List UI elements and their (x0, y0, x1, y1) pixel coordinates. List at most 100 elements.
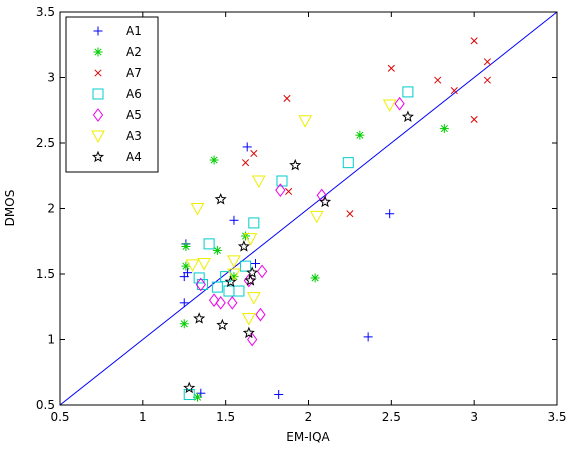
series-a7 (241, 37, 491, 218)
data-point (246, 266, 259, 278)
data-point (179, 298, 189, 308)
data-point (470, 115, 478, 123)
data-point (401, 110, 414, 122)
data-point (209, 155, 219, 165)
data-point (183, 381, 196, 394)
legend-marker-a6 (92, 88, 104, 100)
data-point (283, 94, 291, 103)
data-point (211, 281, 223, 293)
data-point (248, 217, 260, 229)
data-point (285, 187, 293, 196)
data-point (289, 158, 302, 171)
y-tick-label: 2 (47, 202, 55, 216)
x-tick-label: 0.5 (50, 410, 69, 424)
x-tick-label: 1 (139, 410, 147, 424)
x-tick-label: 2 (305, 410, 313, 424)
data-point (251, 175, 266, 189)
data-point (355, 130, 365, 140)
data-point (387, 64, 395, 72)
data-point (255, 307, 266, 322)
x-tick-label: 2.5 (382, 410, 401, 424)
data-point (181, 261, 191, 271)
legend-box (65, 16, 159, 173)
data-point (394, 96, 405, 111)
data-point (233, 285, 245, 297)
legend-label-a5: A5 (126, 108, 142, 122)
data-point (247, 332, 258, 347)
legend: A1 A2 A7 A6 A5 A3 A4 (65, 16, 159, 173)
data-point (242, 326, 255, 339)
y-tick-label: 3.5 (36, 5, 55, 19)
data-point (470, 37, 478, 45)
data-point (346, 210, 354, 218)
data-point (179, 319, 189, 329)
data-point (483, 76, 491, 84)
data-point (363, 332, 373, 342)
data-point (385, 209, 395, 219)
data-point (250, 259, 260, 269)
series-a2 (179, 124, 449, 402)
data-point (243, 233, 258, 246)
data-point (402, 86, 414, 98)
data-point (195, 277, 206, 292)
data-point (183, 268, 193, 278)
data-point (274, 390, 284, 400)
y-tick-label: 3 (47, 71, 55, 85)
legend-marker-a7 (94, 69, 102, 77)
data-point (250, 149, 258, 158)
y-axis-label: DMOS (3, 190, 17, 227)
data-point (227, 268, 241, 282)
x-tick-label: 3 (470, 410, 478, 424)
legend-marker-a3 (91, 130, 105, 144)
data-point (242, 142, 252, 152)
data-point (193, 272, 205, 284)
data-point (181, 241, 191, 251)
legend-marker-a5 (92, 108, 104, 122)
data-point (246, 292, 261, 305)
series-a4 (183, 110, 414, 394)
data-point (342, 157, 354, 169)
data-point (310, 273, 320, 283)
data-point (193, 312, 206, 324)
data-point (275, 183, 286, 197)
legend-label-a3: A3 (126, 129, 142, 143)
data-point (439, 124, 449, 134)
data-point (240, 260, 252, 272)
data-point (309, 210, 324, 224)
series-a3 (185, 99, 397, 326)
x-tick-label: 3.5 (547, 410, 566, 424)
data-point (227, 295, 238, 310)
legend-marker-a1 (93, 26, 103, 36)
x-axis-label: EM-IQA (286, 430, 330, 444)
data-point (244, 274, 257, 286)
data-point (214, 192, 227, 205)
data-point (196, 278, 208, 290)
data-point (183, 389, 195, 401)
data-point (197, 258, 211, 271)
data-point (215, 295, 226, 310)
data-point (298, 115, 313, 128)
data-point (227, 255, 241, 268)
data-point (382, 99, 397, 113)
data-point (190, 203, 205, 216)
data-point (450, 87, 458, 95)
data-point (242, 313, 256, 326)
series-a5 (195, 96, 405, 347)
data-point (241, 159, 250, 167)
y-tick-label: 2.5 (36, 136, 55, 150)
data-point (224, 275, 237, 287)
legend-label-a6: A6 (126, 87, 142, 101)
data-point (203, 238, 215, 250)
reference-line (60, 12, 557, 405)
data-point (434, 76, 442, 84)
data-point (237, 240, 250, 252)
data-point (216, 318, 229, 331)
legend-marker-a2 (93, 47, 103, 57)
y-tick-label: 1.5 (36, 267, 55, 281)
data-point (208, 293, 220, 308)
data-point (483, 58, 491, 66)
legend-label-a4: A4 (126, 150, 142, 164)
legend-label-a7: A7 (126, 66, 142, 80)
data-point (212, 245, 222, 255)
